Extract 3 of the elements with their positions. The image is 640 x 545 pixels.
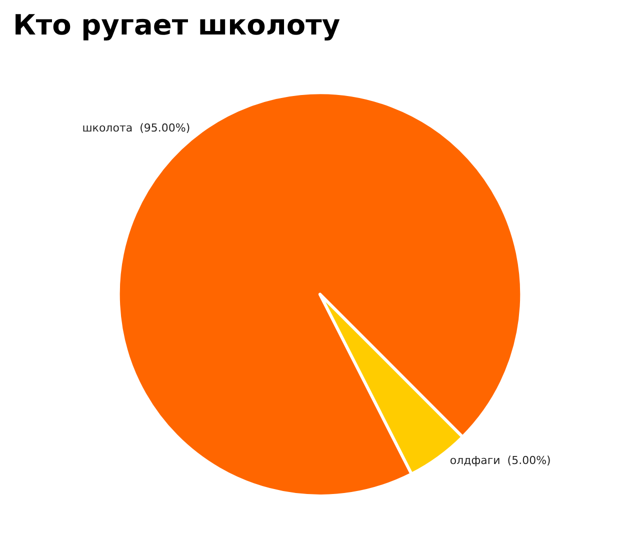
slice-label: олдфаги (5.00%) — [450, 454, 551, 468]
chart-title: Кто ругает школоту — [13, 8, 340, 42]
slice-label: школота (95.00%) — [82, 121, 190, 134]
